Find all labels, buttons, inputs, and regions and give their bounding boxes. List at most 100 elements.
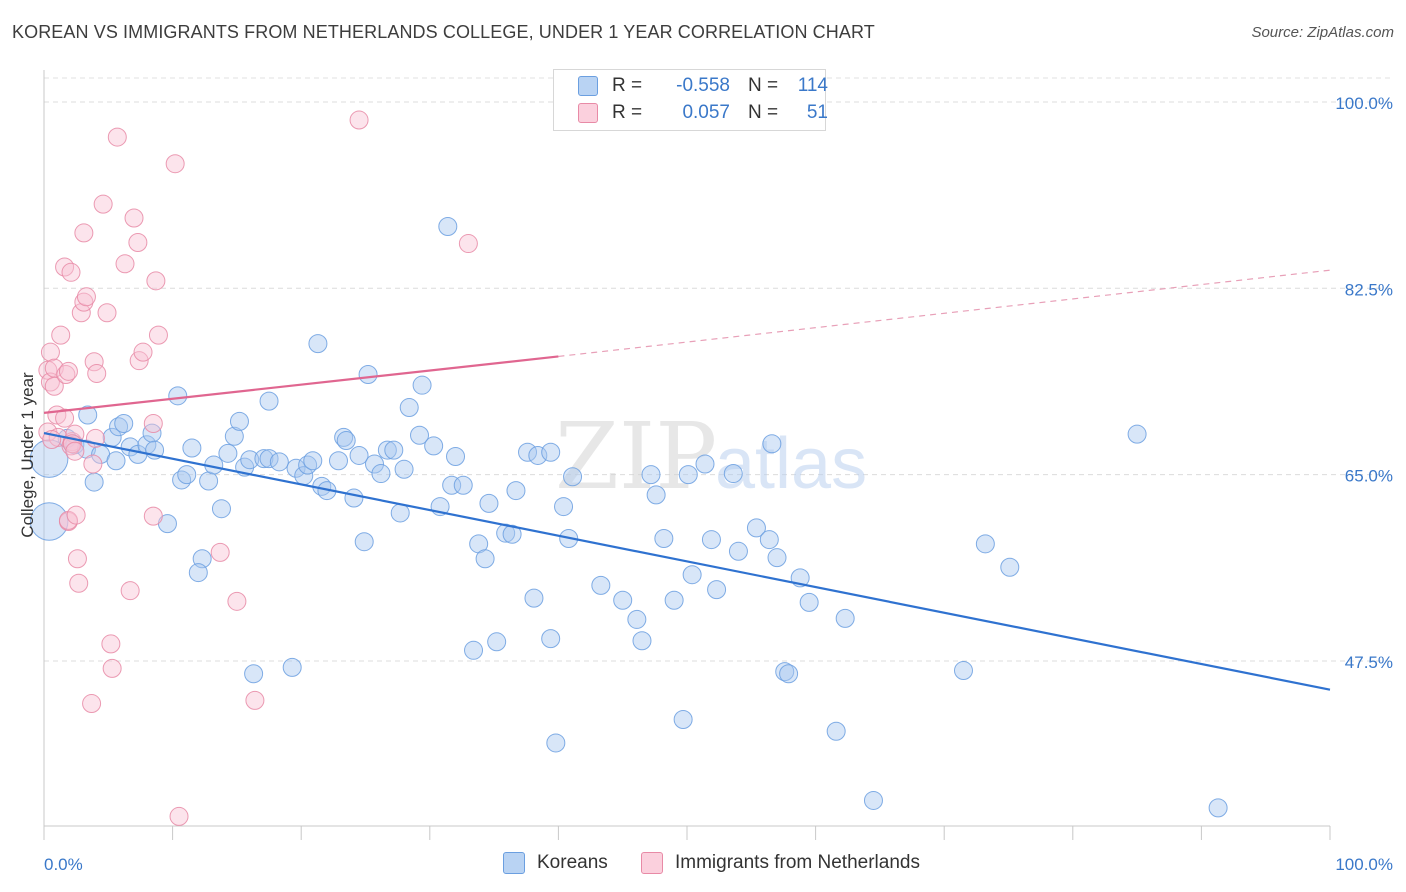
data-point (746, 518, 766, 538)
data-point (61, 262, 81, 282)
data-point (29, 502, 69, 541)
y-tick-label: 100.0% (1335, 94, 1393, 113)
data-point (245, 690, 265, 710)
data-point (701, 530, 721, 550)
data-point (188, 563, 208, 583)
legend-r-value: -0.558 (676, 75, 730, 96)
data-point (1208, 798, 1228, 818)
data-point (44, 376, 64, 396)
data-point (199, 471, 219, 491)
data-point (259, 449, 279, 469)
legend-r-label: R = (612, 102, 643, 123)
data-point (399, 398, 419, 418)
data-point (282, 657, 302, 677)
data-point (51, 325, 71, 345)
source-credit: Source: ZipAtlas.com (1251, 24, 1394, 41)
series-koreans (29, 217, 1228, 818)
y-tick-label: 65.0% (1345, 467, 1393, 486)
data-point (115, 254, 135, 274)
data-point (76, 287, 96, 307)
y-tick-label: 47.5% (1345, 653, 1393, 672)
data-point (106, 451, 126, 471)
data-point (172, 470, 192, 490)
data-point (546, 733, 566, 753)
data-point (74, 292, 94, 312)
data-point (182, 438, 202, 458)
data-point (1127, 424, 1147, 444)
data-point (58, 361, 78, 381)
data-point (349, 110, 369, 130)
legend-row-koreans: R = -0.558 N = 114 (578, 74, 828, 98)
data-point (641, 465, 661, 485)
data-point (541, 442, 561, 462)
trend-line-netherlands (43, 355, 559, 414)
data-point (707, 580, 727, 600)
data-point (101, 634, 121, 654)
data-point (554, 497, 574, 517)
data-point (458, 234, 478, 254)
data-point (83, 454, 103, 474)
data-point (328, 451, 348, 471)
data-point (165, 154, 185, 174)
legend-r-value: 0.057 (682, 102, 730, 123)
legend-swatch-pink (641, 852, 663, 874)
data-point (168, 386, 188, 406)
data-point (442, 475, 462, 495)
data-point (286, 458, 306, 478)
data-point (613, 590, 633, 610)
legend-n-label: N = (748, 102, 779, 123)
data-point (424, 436, 444, 456)
data-point (664, 590, 684, 610)
data-point (384, 440, 404, 460)
data-point (114, 414, 134, 434)
data-point (673, 710, 693, 730)
legend-swatch-blue (503, 852, 525, 874)
data-point (109, 417, 129, 437)
series-legend: Koreans Immigrants from Netherlands (0, 852, 1406, 878)
data-point (506, 481, 526, 501)
data-point (66, 505, 86, 525)
data-point (211, 499, 231, 519)
data-point (78, 405, 98, 425)
data-point (632, 631, 652, 651)
data-point (55, 257, 75, 277)
data-point (269, 452, 289, 472)
data-point (487, 632, 507, 652)
data-point (563, 467, 583, 487)
data-point (210, 542, 230, 562)
chart-title: KOREAN VS IMMIGRANTS FROM NETHERLANDS CO… (12, 22, 875, 42)
legend-r-label: R = (612, 75, 643, 96)
data-point (528, 445, 548, 465)
data-point (394, 459, 414, 479)
data-point (365, 454, 385, 474)
data-point (344, 488, 364, 508)
data-point (541, 629, 561, 649)
data-point (55, 408, 75, 428)
data-point (524, 588, 544, 608)
data-point (67, 549, 87, 569)
data-point (678, 465, 698, 485)
data-point (227, 591, 247, 611)
data-point (390, 503, 410, 523)
legend-item-netherlands: Immigrants from Netherlands (641, 852, 920, 874)
data-point (218, 443, 238, 463)
data-point (779, 664, 799, 684)
data-point (354, 532, 374, 552)
tick-labels: 47.5% 65.0% 82.5% 100.0% 0.0% 100.0% (44, 94, 1393, 874)
watermark-atlas: atlas (715, 424, 867, 504)
data-point (93, 194, 113, 214)
data-point (107, 127, 127, 147)
trend-lines (43, 269, 1331, 691)
data-point (377, 440, 397, 460)
data-point (84, 352, 104, 372)
data-point (84, 472, 104, 492)
data-point (518, 442, 538, 462)
legend-label-netherlands: Immigrants from Netherlands (675, 852, 920, 873)
data-point (826, 721, 846, 741)
data-point (254, 449, 274, 469)
data-point (146, 271, 166, 291)
legend-n-value: 51 (806, 102, 828, 123)
legend-item-koreans: Koreans (503, 852, 608, 874)
data-point (82, 694, 102, 714)
watermark-zip: ZIP (555, 403, 717, 510)
